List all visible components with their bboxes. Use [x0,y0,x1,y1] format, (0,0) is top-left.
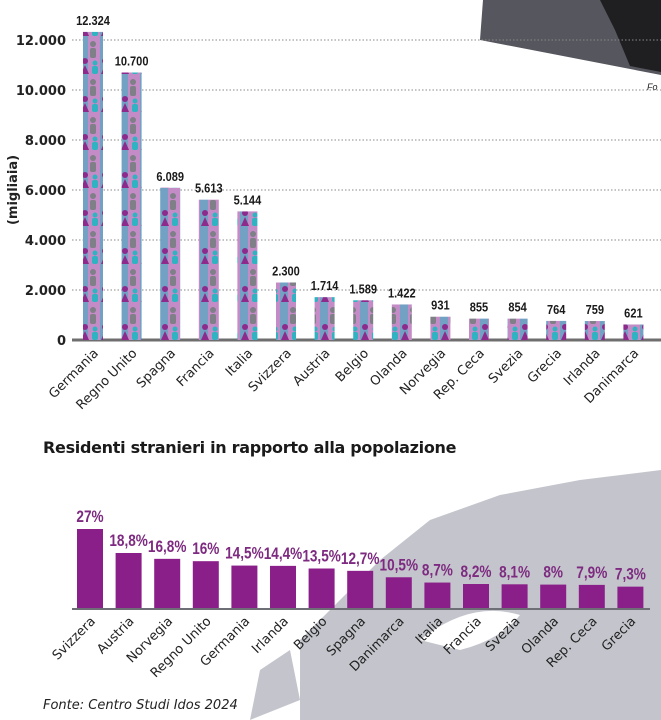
person-silhouette [600,0,661,72]
bar-austria [115,552,142,608]
x-tick-label: Grecia [599,614,639,654]
y-tick-label: 6.000 [25,184,66,199]
bar-value-label: 13,5% [302,547,341,566]
bar-value-label: 14,4% [264,545,303,564]
bar-value-label: 18,8% [109,532,148,551]
bar-value-label: 6.089 [156,169,184,184]
bar-grecia [546,320,567,340]
bar-norvegia [430,316,451,340]
bar-value-label: 8,2% [461,563,492,582]
bar-danimarca [385,577,412,608]
bar-value-label: 16% [192,540,219,559]
bar-italia [424,582,451,608]
bar-italia [237,211,258,340]
bar-value-label: 2.300 [272,264,300,279]
bar-value-label: 7,3% [615,565,646,584]
bar-svizzera [276,282,296,340]
bar-value-label: 759 [586,302,605,317]
y-tick-label: 12.000 [16,34,66,49]
bar-grecia [617,586,644,608]
bar-svizzera [77,529,103,608]
y-tick-label: 2.000 [25,284,66,299]
x-tick-label: Irlanda [249,614,292,657]
bar-value-label: 14,5% [225,544,264,563]
bar-danimarca [623,324,644,340]
y-tick-label: 0 [57,334,66,349]
bar-belgio [353,300,374,340]
y-axis-label: (migliaia) [6,155,21,225]
bar-value-label: 855 [470,300,489,315]
chart-foreign-residents: 0 2.000 4.000 6.000 8.000 10.000 12.000 (miglia… [6,13,661,413]
bar-rep-ceca [578,584,605,608]
bar-value-label: 27% [76,508,103,527]
bar-rep-ceca [469,318,489,340]
x-tick-label: Italia [413,614,446,647]
x-tick-label: Svezia [483,614,524,655]
x-tick-label: Svizzera [50,614,99,663]
bar-spagna [347,570,374,608]
bar-olanda [391,304,412,340]
chart2-title: Residenti stranieri in rapporto alla pop… [43,438,457,457]
bar-germania [83,31,103,341]
bar-irlanda [270,565,296,608]
bar-value-label: 621 [624,306,643,321]
bar-value-label: 8% [543,563,563,582]
bar-value-label: 8,7% [422,561,453,580]
bar-value-label: 1.589 [349,281,377,296]
bar-value-label: 12,7% [341,549,380,568]
bar-value-label: 5.144 [234,193,262,208]
bar-francia [198,199,219,340]
bar-svezia [507,318,528,340]
bar-irlanda [584,321,605,340]
bar-value-label: 16,8% [148,537,187,556]
bar-value-label: 764 [547,302,566,317]
bar-belgio [308,568,335,608]
bar-austria [314,297,335,340]
photo-caption-fragment: Fo [647,82,658,92]
map-sea [420,610,520,650]
bar-value-label: 8,1% [499,563,530,582]
bar-regno-unito [121,72,142,340]
photo-corner [480,0,661,75]
y-tick-label: 10.000 [16,84,66,99]
bar-value-label: 10.700 [115,54,149,69]
bar-norvegia [154,558,181,608]
bar-value-label: 931 [431,298,450,313]
bar-regno-unito [192,561,219,608]
bar-olanda [540,584,567,608]
bar-value-label: 10,5% [380,556,419,575]
x-tick-label: Francia [441,614,485,658]
bar-germania [231,565,258,608]
bar-value-label: 7,9% [576,564,607,583]
bar-value-label: 12.324 [76,13,110,28]
bar-svezia [501,584,528,608]
bar-value-label: 5.613 [195,181,223,196]
bar-value-label: 1.714 [311,278,339,293]
y-tick-label: 8.000 [25,134,66,149]
bar-value-label: 854 [508,300,527,315]
bar-value-label: 1.422 [388,286,416,301]
map-uk [250,650,300,720]
source-note: Fonte: Centro Studi Idos 2024 [43,698,238,713]
bar-francia [463,584,489,608]
y-tick-label: 4.000 [25,234,66,249]
bar-spagna [160,187,181,340]
